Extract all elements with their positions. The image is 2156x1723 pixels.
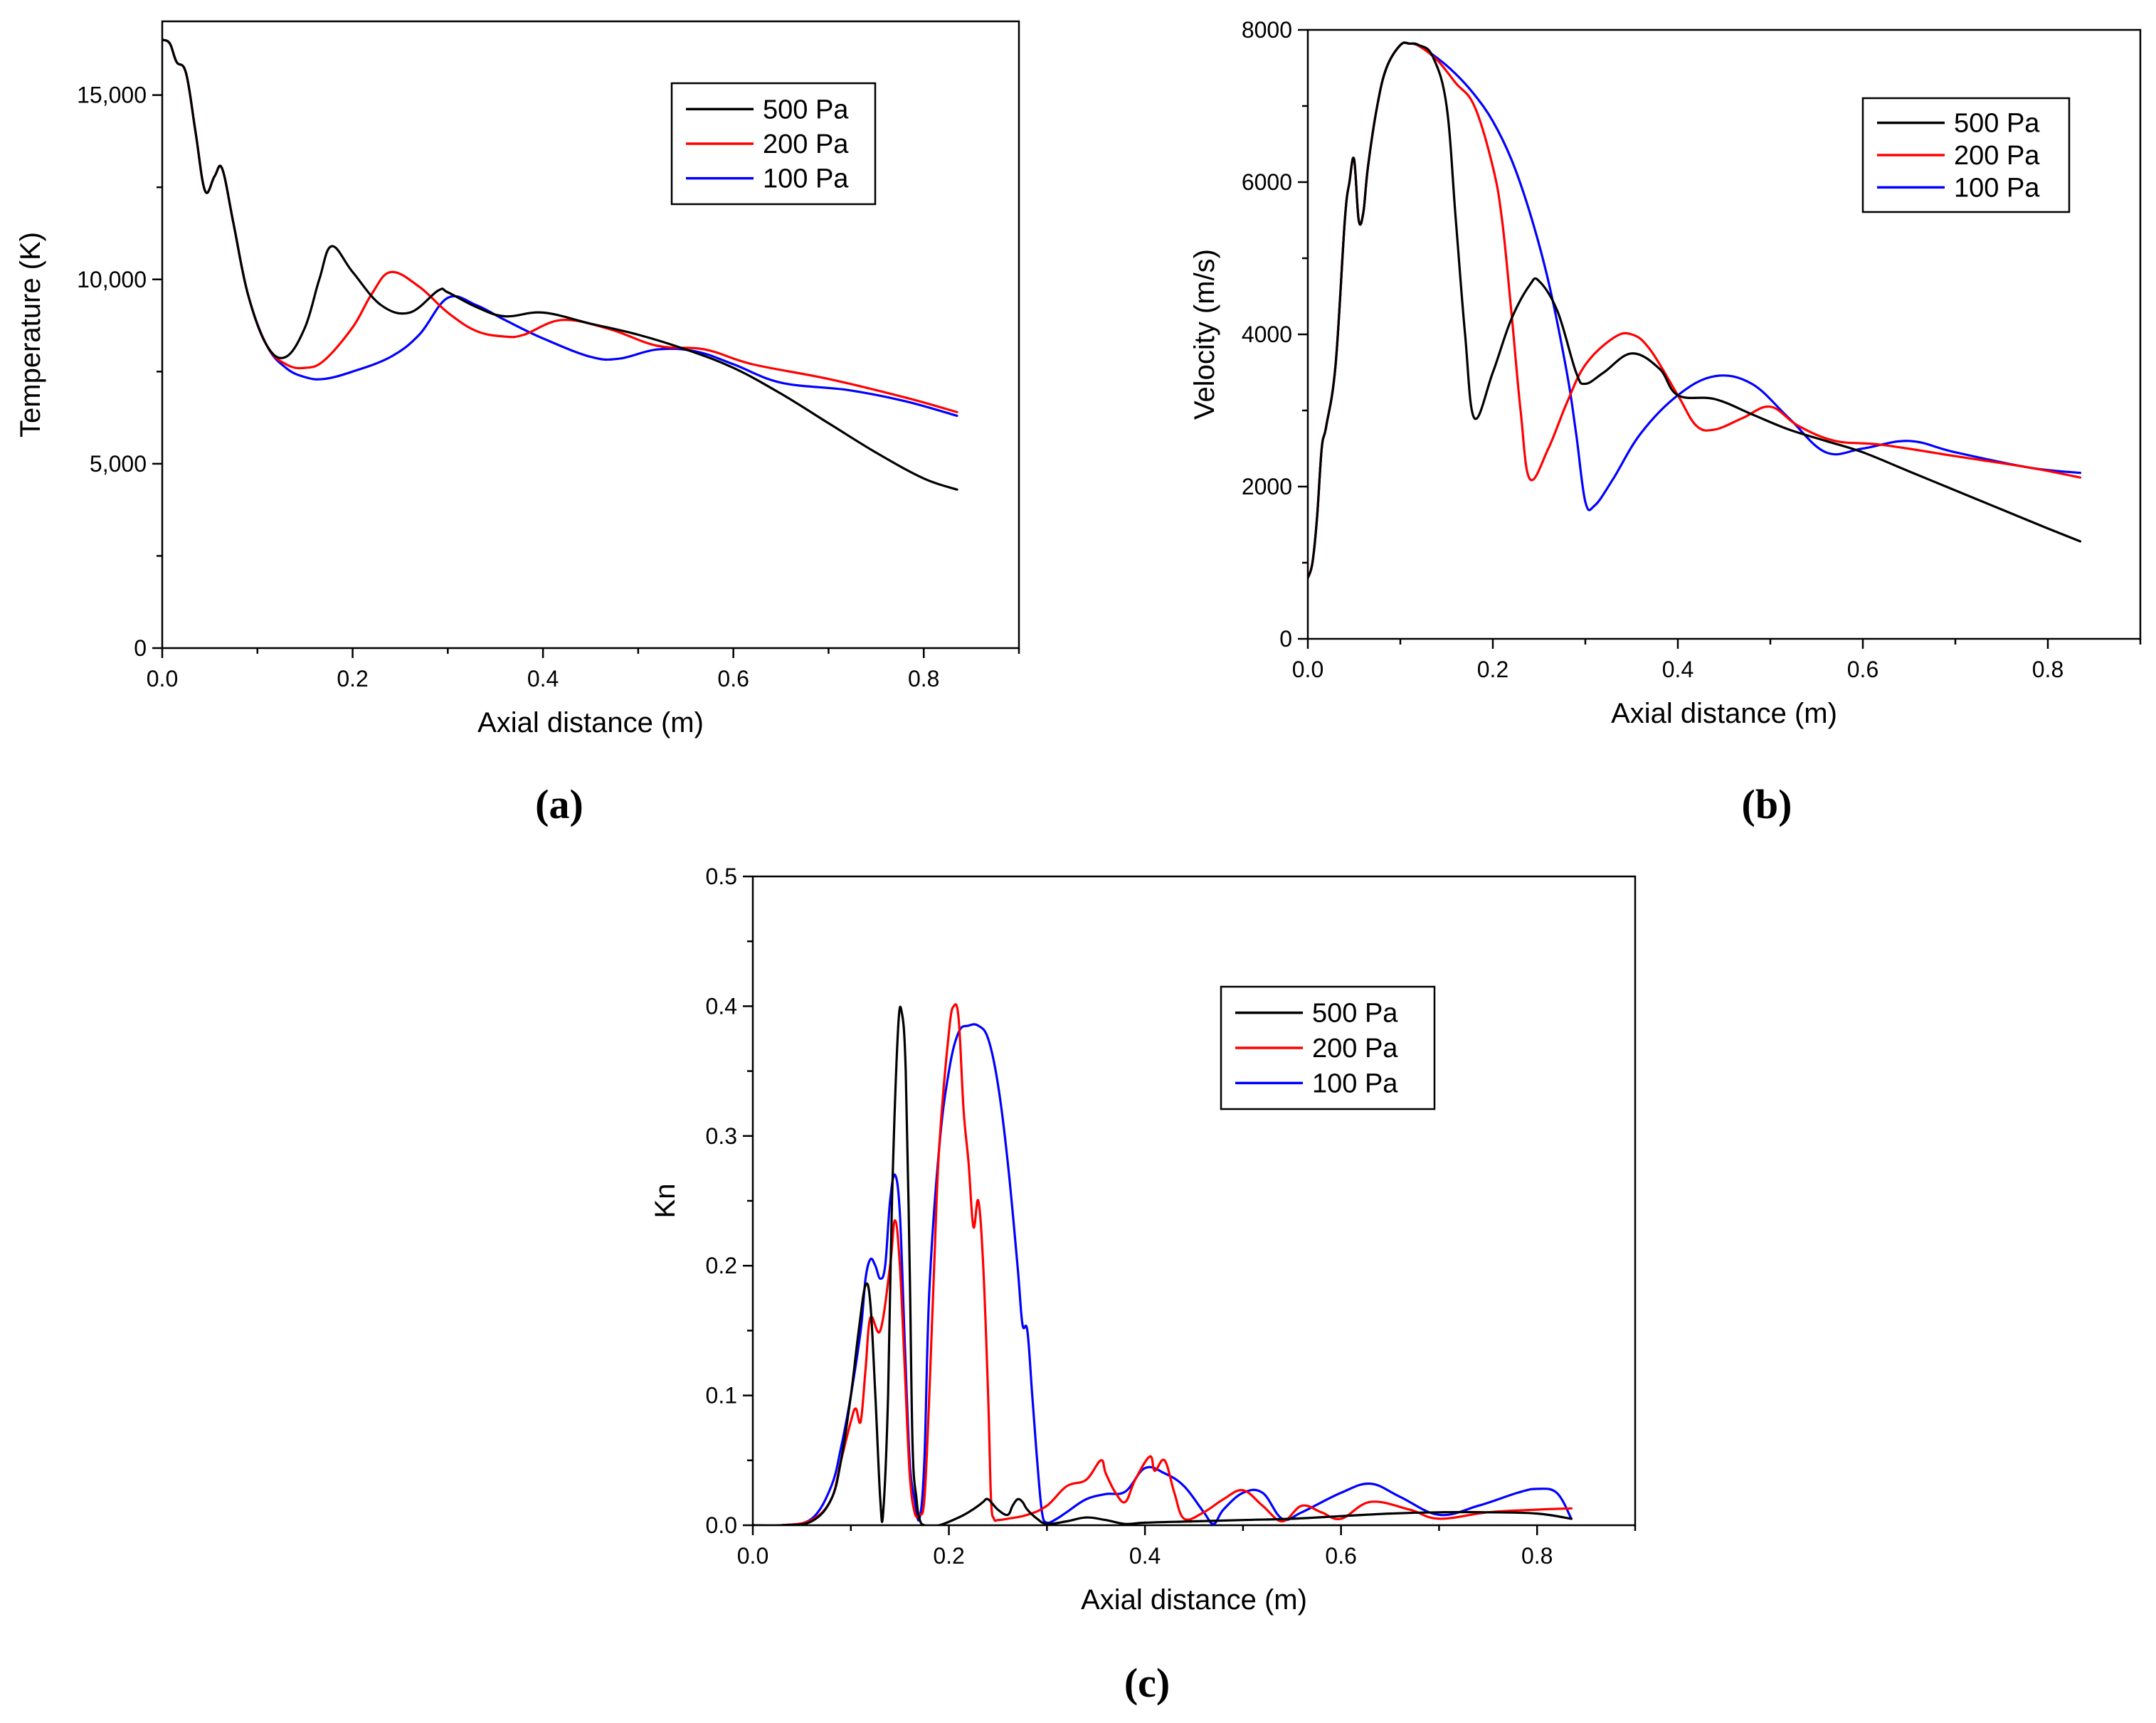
legend-label: 500 Pa: [1312, 999, 1398, 1029]
x-tick-label: 0.8: [908, 666, 939, 691]
x-tick-label: 0.4: [1129, 1543, 1161, 1569]
x-axis-label: Axial distance (m): [1611, 698, 1837, 729]
legend-box: [670, 82, 877, 206]
y-tick-label: 0: [1279, 626, 1292, 652]
legend-label: 100 Pa: [763, 164, 849, 194]
legend-label: 500 Pa: [763, 95, 849, 124]
series-line-500-pa: [1308, 41, 2082, 579]
y-axis-label: Kn: [650, 1184, 681, 1219]
x-tick-label: 0.6: [717, 666, 749, 691]
y-tick-label: 0.3: [706, 1123, 737, 1149]
x-tick-label: 0.2: [933, 1543, 964, 1569]
y-tick-label: 0.1: [706, 1383, 737, 1409]
panel-caption-b: (b): [1742, 781, 1792, 827]
y-tick-label: 10,000: [77, 267, 147, 292]
series-line-100-pa: [753, 1023, 1573, 1525]
x-axis-label: Axial distance (m): [1081, 1584, 1307, 1616]
x-tick-label: 0.6: [1325, 1543, 1356, 1569]
y-tick-label: 0.5: [706, 864, 737, 889]
series-line-500-pa: [162, 38, 958, 491]
chart-panel-c: 0.0 0.2 0.4 0.6 0.8 0.0 0.1 0.2 0.3 0.4 0.5 Axial d…: [644, 857, 1651, 1633]
x-tick-label: 0.2: [1477, 657, 1508, 682]
x-tick-label: 0.2: [337, 666, 368, 691]
legend-label: 200 Pa: [763, 129, 849, 159]
x-tick-label: 0.8: [1521, 1543, 1553, 1569]
x-tick-label: 0.0: [737, 1543, 768, 1569]
legend-label: 200 Pa: [1954, 141, 2040, 171]
plot-frame: [161, 20, 1020, 650]
y-tick-label: 0.2: [706, 1253, 737, 1278]
x-tick-label: 0.8: [2032, 657, 2063, 682]
legend-label: 100 Pa: [1954, 173, 2040, 203]
chart-panel-b: 0.0 0.2 0.4 0.6 0.8 0 2000 4000 6000 8000 Axial di…: [1189, 0, 2156, 754]
series-line-500-pa: [753, 1005, 1573, 1525]
y-tick-label: 2000: [1242, 474, 1292, 499]
x-tick-label: 0.6: [1847, 657, 1878, 682]
y-axis-label: Velocity (m/s): [1189, 249, 1220, 420]
y-tick-label: 6000: [1242, 169, 1292, 195]
y-tick-label: 15,000: [77, 83, 147, 108]
y-tick-label: 0.4: [706, 993, 737, 1019]
legend-label: 100 Pa: [1312, 1069, 1398, 1098]
y-tick-label: 5,000: [90, 451, 147, 477]
x-axis-label: Axial distance (m): [477, 707, 704, 738]
x-tick-label: 0.0: [147, 666, 178, 691]
y-tick-label: 4000: [1242, 322, 1292, 347]
chart-panel-a: 0.0 0.2 0.4 0.6 0.8 0 5,000 10,000 15,000 Axial d…: [0, 0, 1025, 754]
x-tick-label: 0.4: [1662, 657, 1693, 682]
y-tick-label: 0.0: [706, 1512, 737, 1538]
x-tick-label: 0.0: [1292, 657, 1323, 682]
panel-caption-c: (c): [1124, 1660, 1170, 1706]
y-tick-label: 0: [134, 635, 147, 661]
x-tick-label: 0.4: [527, 666, 559, 691]
legend-label: 200 Pa: [1312, 1034, 1398, 1064]
y-tick-label: 8000: [1242, 17, 1292, 43]
panel-caption-a: (a): [535, 781, 583, 827]
legend-label: 500 Pa: [1954, 109, 2040, 139]
panel-background: [644, 857, 1651, 1633]
y-axis-label: Temperature (K): [15, 232, 46, 438]
